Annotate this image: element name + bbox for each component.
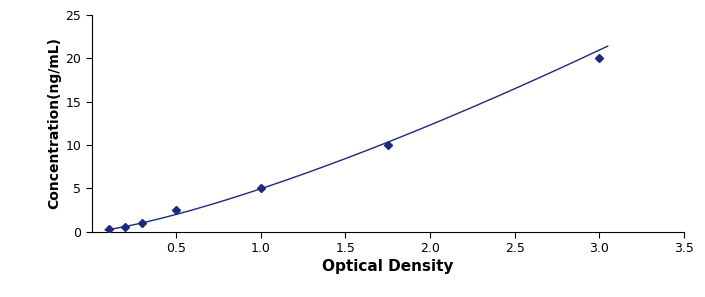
X-axis label: Optical Density: Optical Density bbox=[322, 259, 453, 274]
Y-axis label: Concentration(ng/mL): Concentration(ng/mL) bbox=[47, 37, 61, 209]
